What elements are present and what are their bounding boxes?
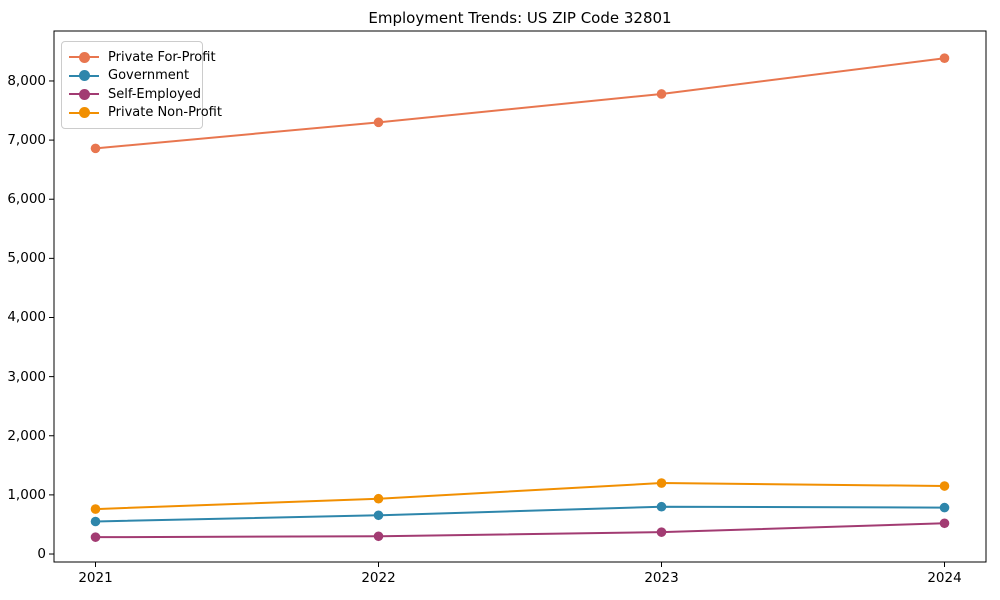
y-tick-label: 4,000 [7, 309, 46, 326]
data-point-private-for-profit [939, 53, 950, 64]
y-tick-label: 3,000 [7, 368, 46, 385]
legend-line-dot-icon [69, 70, 99, 82]
y-tick-label: 0 [37, 546, 46, 563]
legend-item-government: Government [69, 67, 193, 86]
legend-label: Private Non-Profit [108, 105, 222, 121]
legend-line-dot-icon [69, 51, 99, 63]
x-tick-label: 2023 [644, 570, 679, 586]
y-tick-label: 2,000 [7, 427, 46, 444]
data-point-self-employed [90, 532, 101, 542]
data-point-private-non-profit [656, 478, 667, 488]
y-tick-label: 8,000 [7, 72, 46, 89]
legend-label: Government [108, 68, 190, 84]
data-point-private-non-profit [939, 481, 950, 491]
legend-label: Private For-Profit [108, 49, 216, 65]
data-point-private-for-profit [90, 143, 101, 154]
data-point-self-employed [656, 527, 667, 537]
data-point-private-non-profit [373, 493, 384, 504]
data-point-government [90, 516, 101, 527]
legend-item-private-for-profit: Private For-Profit [69, 48, 216, 67]
legend-line-dot-icon [69, 107, 99, 119]
y-tick-label: 5,000 [7, 250, 46, 267]
legend-label: Self-Employed [108, 86, 202, 102]
data-point-government [656, 501, 667, 512]
y-tick-label: 7,000 [7, 132, 46, 149]
axes-spines [53, 30, 987, 563]
y-tick-label: 6,000 [7, 191, 46, 208]
y-tick-label: 1,000 [7, 486, 46, 503]
series-line-private-for-profit [94, 57, 946, 150]
chart-title: Employment Trends: US ZIP Code 32801 [368, 9, 672, 27]
data-point-private-for-profit [373, 117, 384, 128]
legend-item-self-employed: Self-Employed [69, 85, 201, 104]
legend: Private For-Profit Government Self-Employe… [61, 41, 222, 129]
series-line-private-non-profit [94, 482, 946, 511]
x-tick-label: 2022 [361, 570, 396, 586]
x-tick-label: 2024 [927, 570, 962, 586]
x-tick-label: 2021 [78, 570, 113, 586]
data-point-self-employed [939, 518, 950, 529]
data-point-private-for-profit [656, 89, 667, 99]
series-line-self-employed [94, 522, 946, 539]
legend-item-private-non-profit: Private Non-Profit [69, 104, 222, 123]
legend-line-dot-icon [69, 88, 99, 100]
data-point-government [373, 510, 384, 521]
data-point-private-non-profit [90, 504, 101, 514]
data-point-self-employed [373, 531, 384, 542]
data-point-government [939, 502, 950, 513]
series-line-government [94, 505, 946, 523]
